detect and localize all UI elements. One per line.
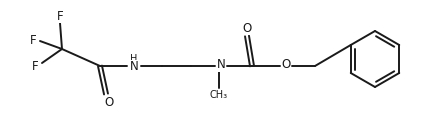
Text: O: O (104, 96, 113, 109)
Text: CH₃: CH₃ (210, 90, 228, 100)
Text: O: O (281, 59, 291, 72)
Text: H: H (130, 54, 138, 64)
Text: N: N (130, 59, 138, 72)
Text: F: F (32, 59, 39, 72)
Text: N: N (217, 59, 226, 72)
Text: F: F (56, 10, 63, 23)
Text: F: F (30, 34, 36, 46)
Text: O: O (242, 21, 252, 34)
